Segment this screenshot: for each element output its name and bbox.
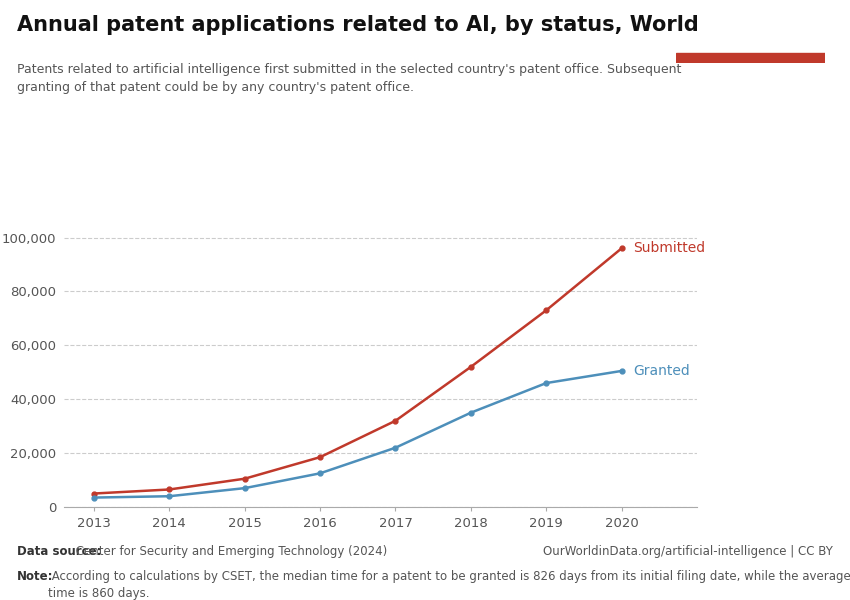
Text: According to calculations by CSET, the median time for a patent to be granted is: According to calculations by CSET, the m…: [48, 570, 850, 600]
Text: Annual patent applications related to AI, by status, World: Annual patent applications related to AI…: [17, 15, 699, 35]
Text: OurWorldinData.org/artificial-intelligence | CC BY: OurWorldinData.org/artificial-intelligen…: [543, 545, 833, 558]
Text: Our World: Our World: [715, 19, 785, 31]
Text: Submitted: Submitted: [633, 241, 705, 256]
Text: Note:: Note:: [17, 570, 54, 583]
Text: Granted: Granted: [633, 364, 689, 378]
Text: Data source:: Data source:: [17, 545, 101, 558]
Text: Center for Security and Emerging Technology (2024): Center for Security and Emerging Technol…: [72, 545, 388, 558]
Bar: [676, 53, 824, 63]
Text: Patents related to artificial intelligence first submitted in the selected count: Patents related to artificial intelligen…: [17, 63, 682, 94]
Text: in Data: in Data: [725, 34, 775, 47]
